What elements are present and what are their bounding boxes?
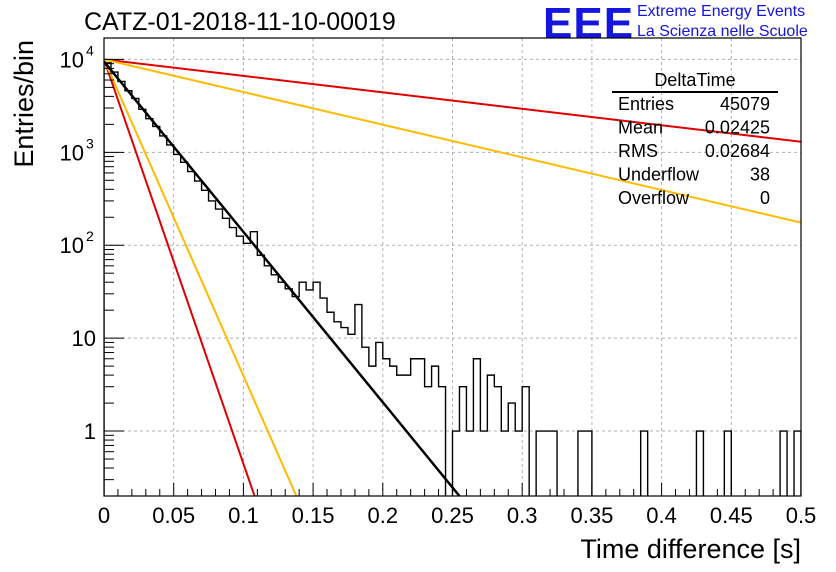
stats-box: DeltaTime Entries 45079 Mean 0.02425 RMS 0.026… — [612, 70, 778, 208]
stats-row-value: 0.02425 — [705, 118, 770, 138]
exponential-fit-line — [104, 60, 461, 496]
logo-caption-line1: Extreme Energy Events — [637, 3, 806, 20]
y-tick-label: 10 — [72, 326, 96, 351]
histogram-steps — [104, 62, 801, 496]
stats-row-label: RMS — [618, 141, 658, 161]
x-axis-label: Time difference [s] — [580, 534, 801, 564]
y-tick-label: 10 — [60, 140, 84, 165]
logo-caption-line2: La Scienza nelle Scuole — [637, 23, 808, 40]
x-tick-label: 0.2 — [368, 503, 399, 528]
y-tick-label: 10 — [60, 47, 84, 72]
stats-title: DeltaTime — [654, 70, 735, 90]
orange-curve — [104, 59, 298, 496]
stats-row-label: Overflow — [618, 188, 690, 208]
x-tick-label: 0.3 — [507, 503, 538, 528]
stats-row-label: Entries — [618, 94, 674, 114]
x-tick-label: 0.05 — [152, 503, 195, 528]
x-tick-label: 0.4 — [646, 503, 677, 528]
x-tick-label: 0.5 — [786, 503, 817, 528]
stats-row-value: 38 — [750, 165, 770, 185]
x-tick-label: 0.15 — [292, 503, 335, 528]
stats-row-value: 0 — [760, 188, 770, 208]
x-tick-label: 0.1 — [228, 503, 259, 528]
histogram-layer — [104, 62, 801, 496]
orange-curve — [104, 58, 801, 224]
y-tick-label: 1 — [84, 419, 96, 444]
x-tick-label: 0.25 — [431, 503, 474, 528]
x-tick-label: 0.35 — [570, 503, 613, 528]
y-tick-label: 10 — [60, 233, 84, 258]
stats-row-value: 45079 — [720, 94, 770, 114]
x-tick-label: 0 — [98, 503, 110, 528]
reference-curves — [104, 58, 801, 496]
x-tick-label: 0.45 — [710, 503, 753, 528]
chart-title: CATZ-01-2018-11-10-00019 — [84, 8, 396, 36]
y-tick-exponent: 2 — [86, 228, 94, 244]
stats-row-label: Mean — [618, 118, 663, 138]
y-tick-exponent: 3 — [86, 135, 94, 151]
y-axis-label: Entries/bin — [9, 40, 39, 168]
y-tick-exponent: 4 — [86, 42, 94, 58]
axis-labels: 0 0.05 0.1 0.15 0.2 0.25 0.3 0.35 0.4 0.45 0.5 1 10 1… — [9, 40, 816, 564]
red-curve — [104, 58, 801, 143]
fit-layer — [104, 60, 461, 496]
stats-row-label: Underflow — [618, 165, 700, 185]
axis-ticks — [103, 58, 802, 497]
red-curve — [104, 59, 256, 496]
stats-row-value: 0.02684 — [705, 141, 770, 161]
